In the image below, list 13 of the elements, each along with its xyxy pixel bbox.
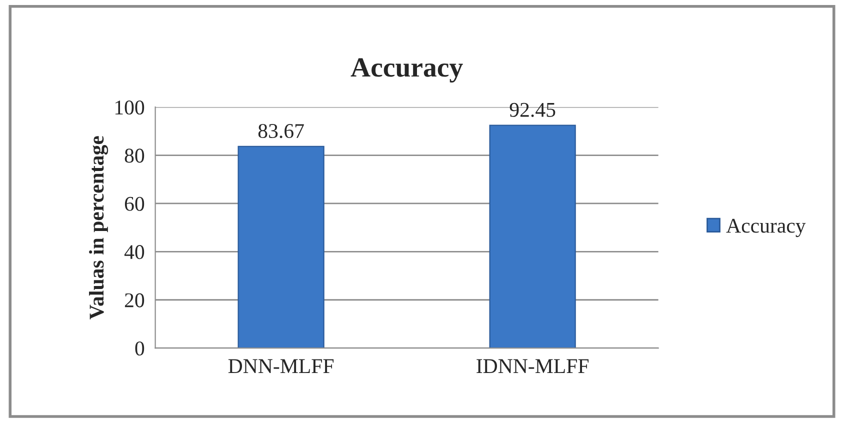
y-tick-label: 100 xyxy=(115,100,144,115)
y-tick-label: 60 xyxy=(124,196,144,211)
y-tick-label: 40 xyxy=(124,245,144,260)
y-tick-label: 80 xyxy=(124,148,144,163)
y-tick-label: 20 xyxy=(124,293,144,308)
data-label: 92.45 xyxy=(510,102,556,117)
y-tick-label: 0 xyxy=(135,341,144,356)
x-tick-label: DNN-MLFF xyxy=(228,359,334,373)
y-axis-title: Valuas in percentage xyxy=(89,136,108,320)
legend-label: Accuracy xyxy=(726,218,806,238)
x-tick-label: IDNN-MLFF xyxy=(476,359,589,373)
data-label: 83.67 xyxy=(258,124,304,138)
chart-title: Accuracy xyxy=(350,58,463,83)
